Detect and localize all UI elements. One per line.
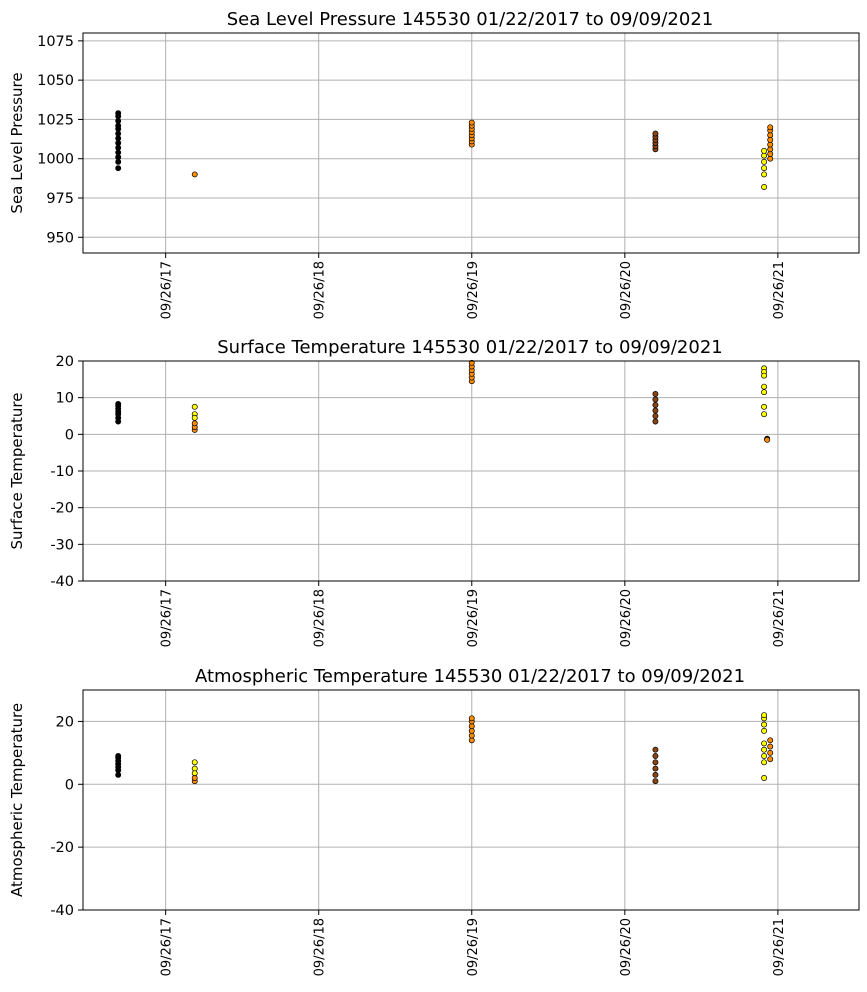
data-point	[761, 171, 768, 178]
x-tick-label: 09/26/19	[466, 261, 481, 319]
x-tick-label: 09/26/21	[772, 589, 787, 647]
data-point	[761, 712, 768, 719]
data-point	[652, 771, 659, 778]
data-point	[468, 119, 475, 126]
data-point	[115, 165, 122, 172]
data-point	[191, 403, 198, 410]
data-point	[468, 715, 475, 722]
chart-panel-1: 950 975 1000 1025 1050 1075 09/26/17 09/26/18 09…	[8, 9, 860, 319]
data-point	[115, 753, 122, 759]
data-point	[761, 165, 768, 172]
data-point	[652, 396, 659, 403]
chart-panel-2: -40 -30 -20 -10 0 10 20 09/26/17 09/26/18 09/26/1…	[8, 337, 860, 647]
y-tick-label: -20	[50, 501, 74, 517]
data-point	[761, 158, 768, 165]
data-point	[761, 411, 768, 418]
data-point	[652, 759, 659, 766]
y-axis-label: Atmospheric Temperature	[8, 703, 26, 897]
y-tick-label: -10	[50, 464, 74, 480]
y-tick-label: 950	[46, 230, 74, 246]
y-tick-label: 1025	[37, 112, 74, 128]
data-point	[115, 400, 122, 407]
data-point	[761, 147, 768, 154]
x-tick-label: 09/26/20	[619, 261, 634, 319]
data-point	[468, 359, 475, 366]
data-point	[767, 124, 774, 131]
y-tick-label: 20	[56, 714, 74, 730]
x-tick-label: 09/26/17	[160, 589, 175, 647]
data-point	[191, 759, 198, 766]
x-tick-label: 09/26/17	[160, 918, 175, 976]
y-tick-label: -20	[50, 840, 74, 856]
chart-title: Sea Level Pressure 145530 01/22/2017 to …	[227, 9, 714, 30]
data-point	[652, 391, 659, 397]
chart-title: Surface Temperature 145530 01/22/2017 to…	[217, 337, 722, 358]
data-point	[652, 130, 659, 137]
y-tick-label: 1075	[37, 34, 74, 50]
data-point	[761, 372, 768, 379]
data-point	[761, 184, 768, 190]
data-point	[767, 737, 774, 744]
data-point	[767, 756, 774, 763]
data-point	[761, 721, 768, 728]
x-tick-label: 09/26/18	[313, 918, 328, 976]
data-point	[761, 403, 768, 410]
y-axis-label: Sea Level Pressure	[8, 72, 26, 213]
x-tick-label: 09/26/20	[619, 589, 634, 647]
plot-frame	[82, 32, 860, 254]
data-point	[652, 407, 659, 414]
y-tick-label: 1050	[37, 73, 74, 89]
x-tick-label: 09/26/18	[313, 589, 328, 647]
data-point	[761, 389, 768, 396]
data-point	[191, 420, 198, 427]
x-tick-label: 09/26/21	[772, 918, 787, 976]
chart-title: Atmospheric Temperature 145530 01/22/201…	[195, 666, 745, 687]
data-point	[115, 110, 122, 117]
y-tick-label: -40	[50, 903, 74, 919]
chart-panel-3: -40 -20 0 20 09/26/17 09/26/18 09/26/19 09/26/2…	[8, 666, 860, 976]
x-tick-label: 09/26/21	[772, 261, 787, 319]
data-point	[761, 740, 768, 747]
data-point	[191, 171, 198, 178]
x-tick-label: 09/26/20	[619, 918, 634, 976]
x-tick-label: 09/26/18	[313, 261, 328, 319]
data-point	[767, 743, 774, 750]
y-tick-label: 0	[65, 427, 74, 443]
data-point	[761, 727, 768, 734]
data-point	[761, 775, 768, 781]
data-point	[652, 765, 659, 772]
y-tick-label: 10	[56, 391, 74, 407]
data-point	[652, 418, 659, 425]
data-point	[652, 402, 659, 408]
data-point	[761, 746, 768, 753]
data-point	[764, 436, 771, 443]
x-tick-label: 09/26/19	[466, 589, 481, 647]
data-point	[767, 749, 774, 756]
data-point	[191, 775, 198, 781]
y-tick-label: 20	[56, 354, 74, 370]
data-point	[652, 413, 659, 419]
data-point	[761, 759, 768, 766]
y-tick-label: -40	[50, 574, 74, 590]
y-tick-label: 1000	[37, 152, 74, 168]
data-point	[761, 383, 768, 390]
x-tick-label: 09/26/19	[466, 918, 481, 976]
plot-frame	[82, 360, 860, 582]
plot-frame	[82, 689, 860, 911]
y-tick-label: -30	[50, 537, 74, 553]
data-point	[652, 778, 659, 785]
data-point	[191, 414, 198, 421]
data-point	[761, 753, 768, 759]
y-tick-label: 0	[65, 777, 74, 793]
x-tick-label: 09/26/17	[160, 261, 175, 319]
y-axis-label: Surface Temperature	[8, 393, 26, 550]
data-point	[652, 753, 659, 759]
y-tick-label: 975	[46, 191, 74, 207]
data-point	[652, 746, 659, 753]
